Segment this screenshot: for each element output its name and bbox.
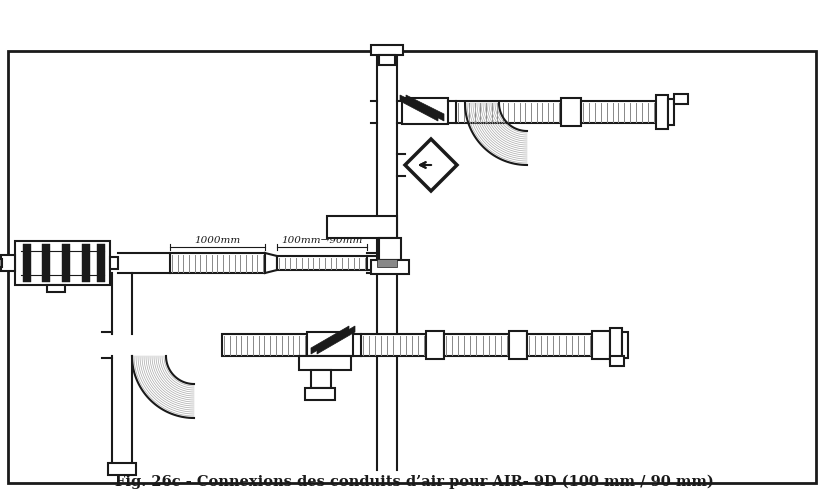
Bar [8,51,815,483]
Bar [170,253,265,273]
Bar [377,259,397,267]
Bar [310,370,330,388]
Bar [673,94,687,104]
Text: 1000mm: 1000mm [194,236,240,245]
Text: Fig. 26c - Connexions des conduits d’air pour AIR- 9D (100 mm / 90 mm): Fig. 26c - Connexions des conduits d’air… [114,475,713,489]
Bar [62,244,70,282]
Polygon shape [405,139,456,191]
Bar [455,101,561,123]
Bar [0,259,2,267]
Bar [580,101,655,123]
Bar [305,388,335,400]
Bar [42,244,50,282]
Bar [97,244,105,282]
Polygon shape [400,95,437,121]
Bar [110,257,118,269]
Bar [609,328,621,362]
Bar [667,99,673,125]
Bar [444,334,508,356]
Bar [655,95,667,129]
Bar [378,55,394,65]
Bar [277,256,367,270]
Bar [15,241,110,285]
Bar [306,332,353,356]
Bar [402,98,447,124]
Polygon shape [316,326,354,354]
Bar [299,356,350,370]
Bar [527,334,591,356]
Polygon shape [310,326,349,354]
Bar [108,463,136,475]
Bar [47,285,65,292]
Bar [222,334,306,356]
Bar [508,331,527,359]
Polygon shape [265,253,277,273]
Bar [371,260,408,274]
Bar [1,255,15,271]
Bar [82,244,90,282]
Bar [426,331,444,359]
Bar [371,45,402,55]
Bar [326,216,397,238]
Polygon shape [406,95,444,121]
Bar [23,244,31,282]
Bar [621,332,628,358]
Bar [360,334,426,356]
Bar [591,331,609,359]
Bar [561,98,580,126]
Text: 100mm→90mm: 100mm→90mm [281,236,363,245]
Bar [378,238,401,260]
Bar [609,356,623,366]
